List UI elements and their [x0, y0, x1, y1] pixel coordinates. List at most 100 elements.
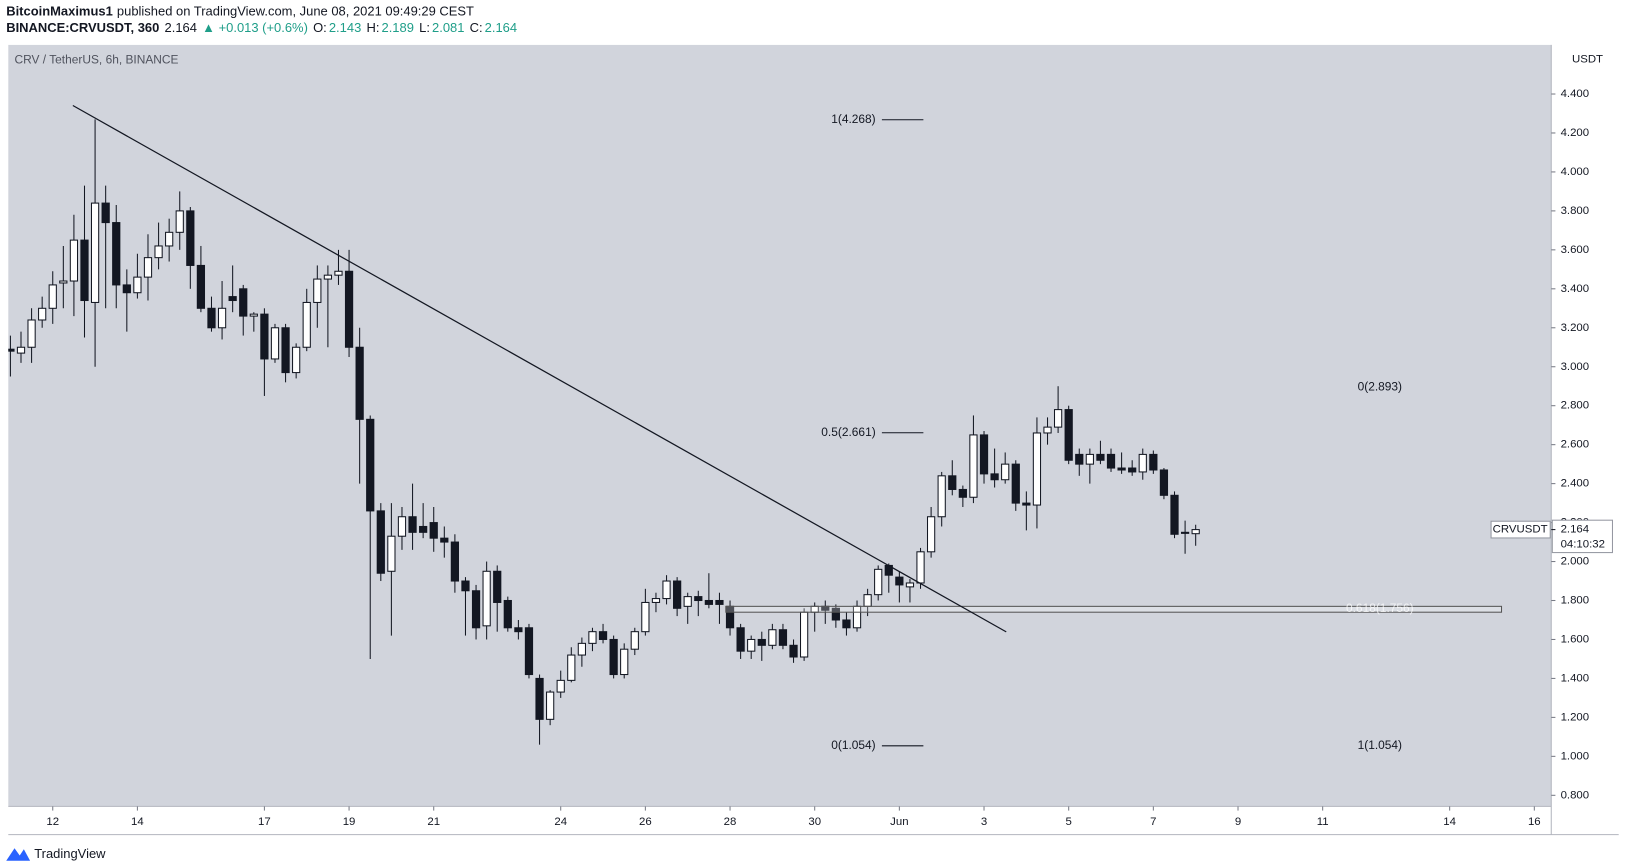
published: published on TradingView.com, June 08, 2…: [117, 4, 474, 19]
candle-body: [133, 276, 142, 294]
axes: 0.8001.0001.2001.4001.6001.8002.0002.200…: [46, 88, 1613, 828]
candle-body: [673, 580, 682, 609]
y-tick-label: 4.000: [1561, 166, 1590, 178]
candle-body: [546, 691, 555, 720]
x-tick-label: 30: [808, 816, 821, 828]
candle-body: [979, 434, 989, 475]
candle-body: [1001, 463, 1010, 481]
candle-body: [715, 599, 724, 605]
candle-body: [344, 270, 354, 348]
y-tick-label: 3.400: [1561, 283, 1590, 295]
candle-body: [1149, 453, 1158, 471]
y-tick-label: 3.000: [1561, 361, 1590, 373]
candle-body: [90, 202, 100, 303]
x-tick-label: 9: [1235, 816, 1241, 828]
candle-body: [514, 627, 523, 633]
candle-body: [387, 535, 396, 572]
support-zone: [725, 605, 1503, 613]
x-tick-label: 7: [1150, 816, 1156, 828]
candle-body: [842, 619, 851, 629]
x-tick-label: 11: [1317, 816, 1329, 828]
y-tick-label: 1.600: [1561, 633, 1590, 645]
candle-body: [577, 642, 586, 656]
fib-label: 1(4.268): [831, 112, 875, 126]
candle-body: [1022, 502, 1031, 506]
x-tick-label: 12: [46, 816, 59, 828]
candle-body: [16, 346, 26, 354]
candle-body: [122, 284, 131, 294]
candle-body: [535, 677, 544, 720]
x-tick-label: 26: [639, 816, 652, 828]
y-tick-label: 3.600: [1561, 244, 1590, 256]
candle-body: [1170, 494, 1179, 535]
candle-body: [471, 590, 481, 629]
y-tick-label: 1.200: [1561, 711, 1590, 723]
candle-body: [609, 638, 618, 676]
candle-body: [916, 551, 925, 584]
candle-body: [1032, 432, 1042, 506]
candle-body: [27, 319, 36, 348]
x-tick-label: 17: [258, 816, 271, 828]
candle-body: [292, 346, 301, 374]
candle-body: [1128, 467, 1137, 473]
header-line: BitcoinMaximus1 published on TradingView.…: [6, 4, 474, 19]
x-tick-label: 14: [1443, 816, 1456, 828]
fib-label: 0(2.893): [1358, 380, 1402, 394]
candle-body: [376, 510, 385, 574]
candle-body: [641, 601, 650, 633]
price-unit: USDT: [1572, 54, 1603, 66]
ohlc-label: C:: [470, 21, 483, 36]
price-tag: [1551, 519, 1613, 554]
x-tick-label: 24: [554, 816, 567, 828]
ohlc-label: L:: [419, 21, 430, 36]
candle-body: [1159, 469, 1169, 496]
candle-body: [1106, 453, 1116, 469]
y-tick-label: 3.800: [1561, 205, 1590, 217]
footer-logo: [6, 848, 31, 861]
candle-body: [165, 231, 174, 247]
y-tick-label: 4.400: [1561, 88, 1590, 100]
candle-body: [334, 270, 343, 276]
candle-body: [630, 631, 639, 650]
candle-body: [651, 598, 661, 603]
ohlc-label: O:: [313, 21, 327, 36]
candle-body: [926, 516, 936, 553]
candle-body: [249, 313, 258, 317]
symbol: BINANCE:CRVUSDT, 360: [6, 21, 159, 36]
last-price: 2.164: [165, 21, 197, 36]
candle-body: [598, 631, 608, 640]
candle-body: [588, 631, 597, 644]
candle-body: [958, 488, 967, 498]
ohlc-label: H:: [366, 21, 379, 36]
candle-body: [493, 570, 502, 603]
candle-body: [620, 648, 629, 676]
candle-body: [207, 307, 216, 329]
candle-body: [736, 627, 745, 652]
ohlc-value: 2.189: [382, 21, 414, 36]
candle-body: [112, 222, 121, 286]
candle-body: [683, 596, 692, 607]
y-tick-label: 2.400: [1561, 478, 1590, 490]
candle-body: [1096, 453, 1105, 461]
candle-body: [556, 679, 565, 693]
y-tick-label: 2.800: [1561, 400, 1590, 412]
change: ▲ +0.013 (+0.6%): [202, 21, 308, 36]
x-tick-label: 16: [1528, 816, 1541, 828]
y-tick-label: 3.200: [1561, 322, 1590, 334]
ohlc-value: 2.164: [485, 21, 517, 36]
x-tick-label: 5: [1066, 816, 1072, 828]
candle-body: [101, 202, 110, 224]
candle-body: [757, 638, 766, 646]
candle-body: [768, 629, 777, 646]
candle-body: [874, 568, 883, 596]
y-tick-label: 0.800: [1561, 789, 1590, 801]
x-tick-label: Jun: [890, 816, 908, 828]
candle-body: [440, 537, 449, 543]
plot-background: [8, 44, 1552, 807]
candle-body: [48, 284, 57, 309]
candle-body: [366, 418, 375, 512]
x-tick-label: 14: [131, 816, 144, 828]
y-tick-label: 2.000: [1561, 556, 1590, 568]
